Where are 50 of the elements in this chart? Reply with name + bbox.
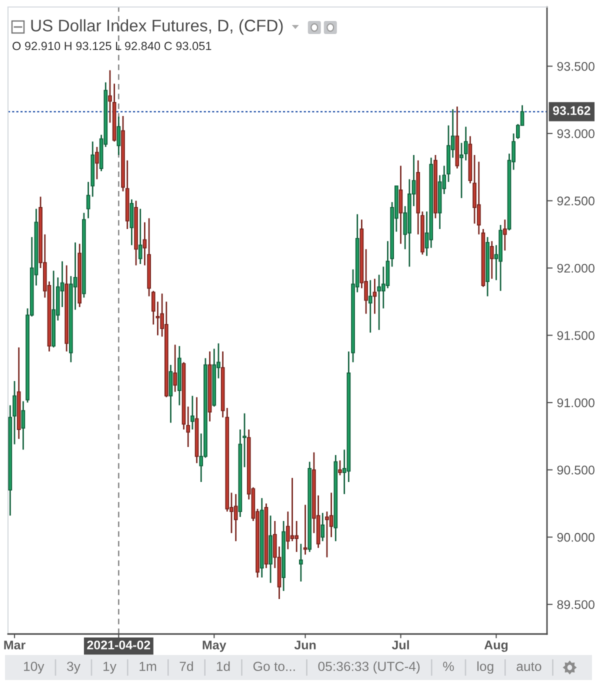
text: 1y bbox=[104, 662, 116, 674]
y-tick-label: 93.000 bbox=[557, 129, 594, 138]
candlestick bbox=[372, 278, 377, 314]
y-tick-label: 90.500 bbox=[557, 466, 594, 474]
candlestick bbox=[476, 161, 481, 236]
text: 1m bbox=[140, 662, 156, 671]
candlestick bbox=[490, 240, 494, 280]
candlestick bbox=[190, 395, 194, 430]
ref-line-label: 93.162 bbox=[552, 106, 590, 116]
candlestick bbox=[294, 520, 299, 553]
y-tick-label: 92.500 bbox=[557, 196, 594, 206]
candlestick bbox=[338, 460, 342, 476]
x-tick-label: Jul bbox=[392, 640, 409, 650]
text: 7d bbox=[180, 661, 193, 672]
y-tick-label: 93.500 bbox=[557, 62, 594, 71]
y-tick-label: 92.000 bbox=[557, 264, 594, 273]
text: 3y bbox=[67, 662, 80, 674]
candlestick bbox=[234, 493, 238, 542]
candlestick bbox=[502, 218, 507, 252]
text: 10y bbox=[24, 662, 44, 674]
candlestick bbox=[368, 279, 372, 334]
text: % bbox=[443, 662, 454, 671]
y-tick-label: 89.500 bbox=[557, 600, 594, 610]
candlestick bbox=[329, 492, 334, 538]
candlestick bbox=[138, 208, 142, 265]
candlestick bbox=[173, 344, 177, 393]
candlestick bbox=[290, 477, 294, 542]
candlestick bbox=[325, 510, 329, 558]
candlestick bbox=[95, 146, 99, 180]
x-tick-label: Mar bbox=[4, 640, 26, 650]
candlestick bbox=[21, 400, 26, 450]
text: log bbox=[477, 661, 494, 674]
x-tick-label: Jun bbox=[294, 640, 316, 650]
candlestick bbox=[464, 126, 468, 162]
candlestick bbox=[398, 165, 403, 244]
x-tick-label: Aug bbox=[484, 640, 508, 652]
x-tick-label: May bbox=[202, 640, 226, 652]
text: US Dollar Index Futures, D, (CFD) bbox=[31, 19, 283, 35]
text: 1d bbox=[216, 661, 230, 672]
y-tick-label: 91.000 bbox=[557, 398, 594, 408]
text: 05:36:33 (UTC-4) bbox=[318, 661, 420, 674]
x-tick-label: 2021-04-02 bbox=[87, 640, 150, 650]
candlestick bbox=[116, 116, 121, 156]
candlestick bbox=[299, 543, 303, 582]
text: auto bbox=[516, 662, 542, 672]
y-tick-label: 91.500 bbox=[557, 331, 594, 340]
text: O 92.910 H 93.125 L 92.840 C 93.051 bbox=[12, 42, 212, 50]
text: Go to... bbox=[253, 662, 295, 672]
y-tick-label: 90.000 bbox=[557, 532, 594, 542]
candlestick bbox=[320, 512, 325, 542]
